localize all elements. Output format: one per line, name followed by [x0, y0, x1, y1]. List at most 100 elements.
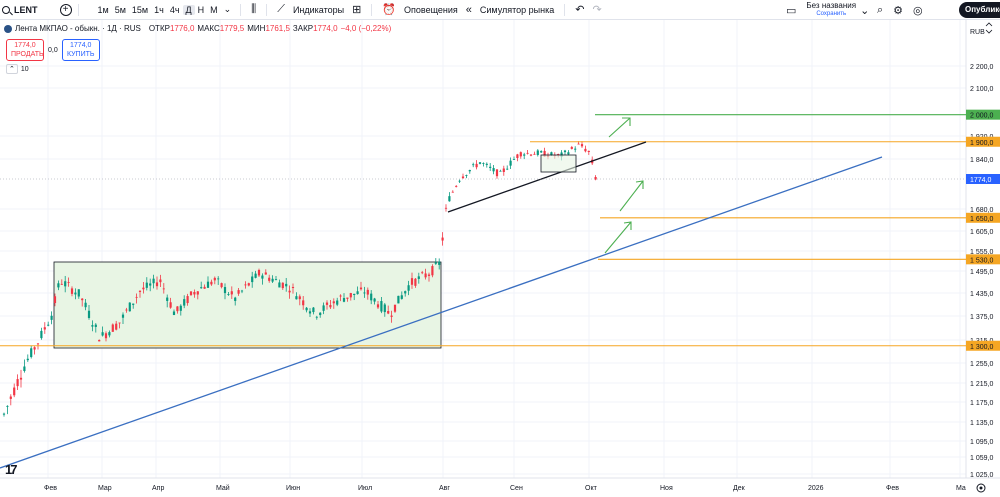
candle-body: [363, 292, 366, 294]
symbol-label: LENT: [14, 4, 38, 15]
publish-button[interactable]: Опубликовать: [959, 2, 1000, 18]
small-consolidation-box[interactable]: [540, 154, 577, 173]
time-axis-label: Окт: [585, 485, 598, 492]
support-trendline[interactable]: [447, 141, 647, 213]
volume-legend: ⌃ 10: [6, 64, 29, 74]
candle-body: [84, 302, 87, 308]
candle-body: [268, 277, 271, 281]
candle-body: [315, 316, 318, 318]
chevron-down-icon[interactable]: ⌄: [223, 4, 232, 14]
candle-body: [240, 290, 244, 292]
time-axis-label: Фев: [886, 485, 899, 492]
interval-15m[interactable]: 15м: [131, 4, 149, 15]
settings-gear-icon[interactable]: [976, 483, 986, 493]
alarm-clock-icon: ⏰: [382, 4, 397, 16]
candle-body: [237, 290, 240, 294]
candle-body: [94, 324, 97, 327]
candle-body: [210, 281, 213, 285]
layout-title-block: Без названия Сохранить: [806, 1, 856, 19]
price-axis-tick: 1 605,0: [970, 229, 993, 236]
indicators-button[interactable]: ⟋ Индикаторы: [273, 0, 348, 20]
candle-body: [91, 325, 94, 327]
interval-month[interactable]: М: [210, 4, 218, 15]
candle-body: [509, 160, 512, 166]
price-chart[interactable]: RUB 2 200,02 100,01 920,01 840,01 680,01…: [0, 20, 1000, 497]
alerts-button[interactable]: ⏰ Оповещения: [378, 0, 461, 20]
collapse-chevron-icon[interactable]: ⌃: [6, 64, 18, 74]
interval-4h[interactable]: 4ч: [169, 4, 180, 15]
candle-body: [407, 285, 410, 291]
interval-1h[interactable]: 1ч: [154, 4, 164, 15]
indicators-icon: ⟋: [277, 3, 285, 15]
candle-body: [64, 281, 67, 287]
toolbar-divider: [564, 3, 566, 16]
candle-body: [19, 377, 23, 380]
price-axis-tick: 1 135,0: [970, 420, 993, 427]
low-value: 1761,5: [265, 24, 290, 33]
candle-body: [278, 282, 281, 288]
candle-body: [67, 282, 70, 283]
close-label: ЗАКР: [292, 24, 314, 33]
low-label: МИН: [247, 24, 266, 33]
interval-week[interactable]: Н: [197, 4, 205, 15]
candle-body: [23, 366, 26, 372]
candle-body: [506, 168, 509, 170]
interval-5m[interactable]: 5м: [114, 4, 126, 15]
chevron-down-icon[interactable]: ⌄: [860, 4, 870, 17]
price-axis[interactable]: RUB 2 200,02 100,01 920,01 840,01 680,01…: [970, 29, 993, 479]
price-axis-tick: 1 495,0: [970, 269, 993, 276]
interval-1m[interactable]: 1м: [97, 4, 109, 15]
level-price-tags: 2 000,0 1 900,0 1 650,0 1 530,0 1 300,0: [966, 109, 1000, 351]
candle-body: [319, 312, 322, 316]
replay-label: Симулятор рынка: [479, 4, 555, 15]
candle-body: [53, 296, 57, 304]
candle-body: [451, 191, 454, 193]
candle-body: [434, 262, 437, 264]
candles-chart-type-icon[interactable]: ⫼: [251, 3, 257, 15]
candle-body: [183, 299, 186, 306]
symbol-search[interactable]: LENT: [0, 0, 38, 20]
time-axis[interactable]: Фев Мар Апр Май Июн Июл Авг Сен Окт Ноя Дек 2026 Фев…: [44, 484, 966, 492]
candle-body: [251, 276, 254, 283]
interval-day[interactable]: Д: [182, 4, 195, 15]
candle-body: [414, 278, 417, 286]
candle-body: [594, 176, 597, 180]
buy-price: 1774,0: [70, 42, 92, 49]
candle-body: [162, 288, 165, 290]
replay-button[interactable]: « Симулятор рынка: [462, 0, 559, 20]
tradingview-logo-icon[interactable]: 17: [5, 462, 18, 477]
consolidation-range-box[interactable]: [53, 261, 442, 349]
buy-label: КУПИТЬ: [66, 51, 95, 58]
undo-icon[interactable]: ↶: [575, 4, 585, 16]
quick-search-icon[interactable]: ⌕: [877, 3, 884, 16]
candle-body: [291, 287, 295, 289]
sell-button[interactable]: 1774,0 ПРОДАТЬ: [6, 39, 44, 61]
layouts-grid-icon[interactable]: ⊞: [352, 4, 362, 16]
scale-arrows-icon[interactable]: [985, 22, 993, 34]
alerts-label: Оповещения: [404, 4, 458, 15]
candle-body: [336, 300, 339, 305]
camera-icon[interactable]: ◎: [913, 4, 923, 17]
instrument-name[interactable]: Лента МКПАО - обыкн. · 1Д · RUS: [15, 24, 141, 33]
candle-body: [455, 186, 458, 187]
candle-body: [444, 207, 448, 209]
level-tag: [966, 254, 1000, 265]
horizontal-levels: [0, 114, 966, 347]
candle-body: [489, 166, 492, 168]
compare-add-icon[interactable]: +: [59, 3, 72, 16]
candle-body: [478, 162, 482, 164]
long-trendline[interactable]: [0, 156, 883, 469]
candle-body: [98, 339, 101, 342]
layout-save[interactable]: ▭ Без названия Сохранить ⌄: [782, 1, 873, 19]
candle-body: [438, 261, 441, 265]
settings-gear-icon[interactable]: ⚙: [893, 4, 904, 17]
candle-body: [288, 290, 291, 293]
candle-body: [458, 180, 461, 182]
candle-body: [244, 284, 247, 286]
candle-body: [346, 297, 349, 299]
candle-body: [584, 148, 587, 152]
redo-icon[interactable]: ↷: [592, 4, 602, 16]
current-price-value: 1774,0: [970, 177, 992, 184]
buy-button[interactable]: 1774,0 КУПИТЬ: [61, 39, 100, 61]
axis-currency: RUB: [970, 29, 985, 36]
